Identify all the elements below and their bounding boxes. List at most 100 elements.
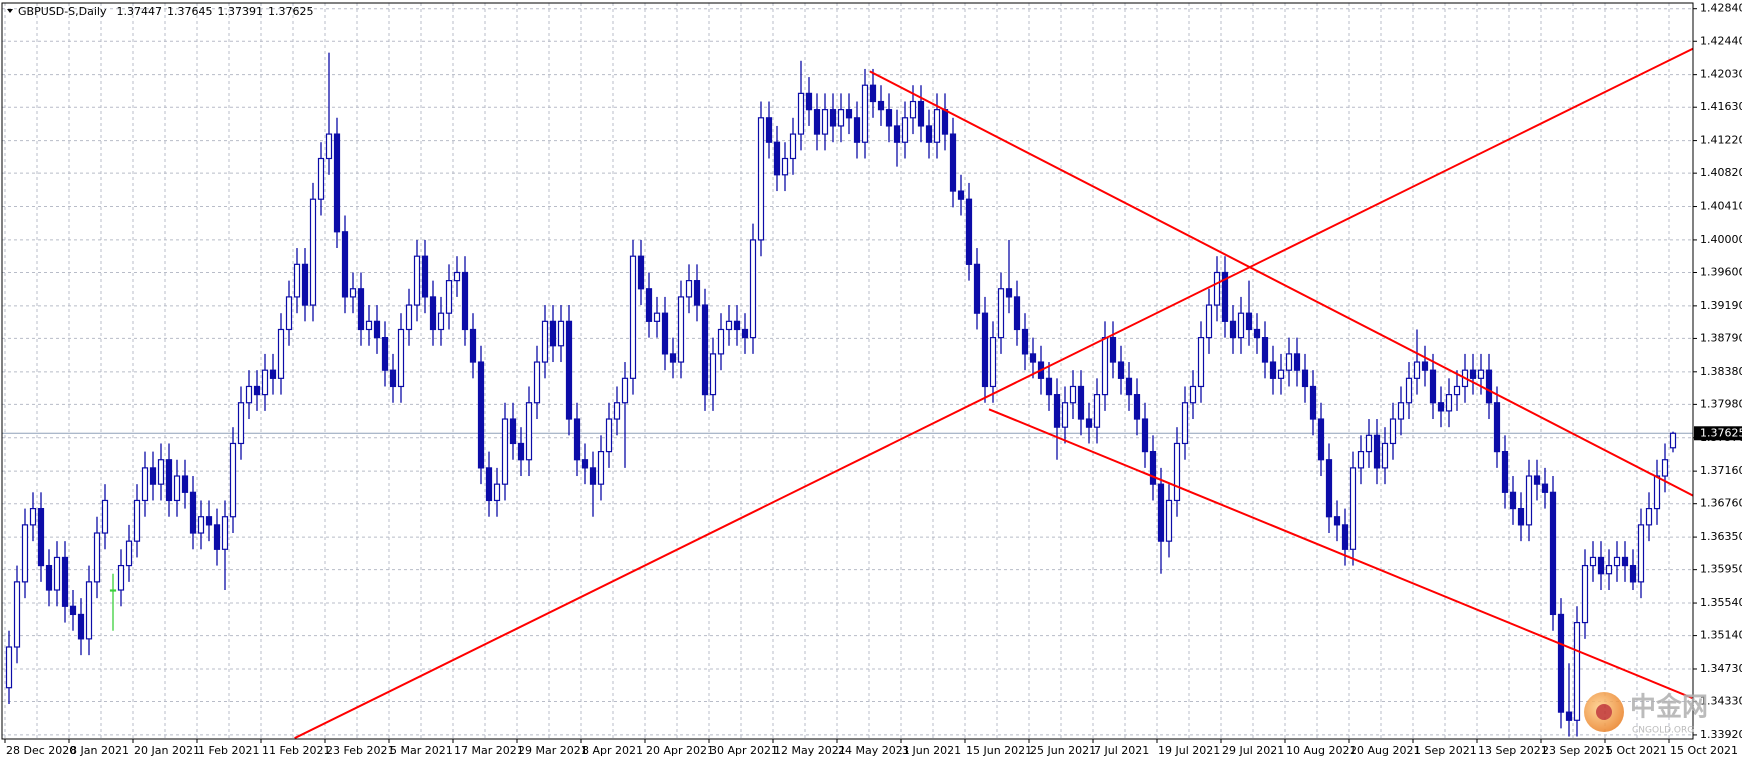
y-tick-label: 1.35140 bbox=[1700, 629, 1742, 642]
candle-body bbox=[1101, 337, 1109, 396]
x-tick-label: 17 Mar 2021 bbox=[454, 744, 524, 757]
candle-body bbox=[741, 328, 749, 339]
candle-body bbox=[1557, 613, 1565, 713]
candle-body bbox=[477, 361, 485, 469]
candle-body bbox=[925, 125, 933, 143]
candle-body bbox=[1549, 491, 1557, 616]
candle-body bbox=[693, 280, 701, 306]
price-label: 1.37625 bbox=[1700, 426, 1742, 439]
candle-body bbox=[765, 117, 773, 143]
trend-line bbox=[988, 408, 1693, 700]
candle-body bbox=[853, 117, 861, 143]
candle-body bbox=[893, 125, 901, 143]
x-tick-label: 25 Jun 2021 bbox=[1030, 744, 1096, 757]
y-tick-label: 1.42840 bbox=[1700, 2, 1742, 15]
candle-body bbox=[205, 516, 213, 526]
candle-body bbox=[285, 296, 293, 331]
x-tick-label: 8 Jan 2021 bbox=[70, 744, 129, 757]
candle-body bbox=[1501, 451, 1509, 493]
x-tick-label: 15 Jun 2021 bbox=[966, 744, 1032, 757]
candle-body bbox=[1261, 337, 1269, 363]
candle-body bbox=[133, 499, 141, 542]
candle-body bbox=[101, 499, 109, 534]
close: 1.37625 bbox=[268, 5, 314, 18]
candle-body bbox=[1301, 369, 1309, 388]
y-tick-label: 1.36350 bbox=[1700, 530, 1742, 543]
candle-body bbox=[1533, 475, 1541, 485]
candle-body bbox=[845, 109, 853, 119]
candle-body bbox=[701, 304, 709, 396]
candle-body bbox=[1245, 312, 1253, 331]
candle-body bbox=[1141, 418, 1149, 453]
x-tick-label: 11 Feb 2021 bbox=[262, 744, 330, 757]
candle-body bbox=[1453, 385, 1461, 396]
candle-body bbox=[973, 263, 981, 314]
candle-body bbox=[1269, 361, 1277, 379]
candle-body bbox=[413, 255, 421, 306]
x-tick-label: 1 Feb 2021 bbox=[198, 744, 259, 757]
candle-body bbox=[1117, 361, 1125, 379]
candle-body bbox=[181, 475, 189, 493]
y-tick-label: 1.40820 bbox=[1700, 166, 1742, 179]
candle-body bbox=[1509, 491, 1517, 510]
candle-body bbox=[1333, 516, 1341, 526]
candle-body bbox=[861, 84, 869, 143]
candle-body bbox=[597, 451, 605, 485]
x-tick-label: 5 Mar 2021 bbox=[390, 744, 453, 757]
candle-body bbox=[869, 84, 877, 103]
x-tick-label: 23 Feb 2021 bbox=[326, 744, 394, 757]
candle-body bbox=[997, 288, 1005, 339]
candle-body bbox=[1341, 524, 1349, 550]
candle-body bbox=[605, 418, 613, 453]
grid bbox=[2, 3, 1693, 739]
candle-body bbox=[421, 255, 429, 298]
candle-body bbox=[1469, 369, 1477, 379]
candle-body bbox=[525, 402, 533, 461]
x-tick-label: 7 Jul 2021 bbox=[1094, 744, 1149, 757]
candle-body bbox=[373, 320, 381, 339]
candle-body bbox=[61, 556, 69, 607]
candle-body bbox=[493, 483, 501, 502]
candle-body bbox=[1045, 377, 1053, 396]
candle-body bbox=[1517, 507, 1525, 526]
candle-body bbox=[109, 589, 117, 592]
candle-body bbox=[293, 263, 301, 298]
candle-body bbox=[1229, 320, 1237, 339]
axes: 1.42840 1.42440 1.42030 1.41630 1.41220 1.408… bbox=[4, 2, 1742, 757]
y-tick-label: 1.41220 bbox=[1700, 134, 1742, 147]
candle-body bbox=[1181, 402, 1189, 445]
candle-body bbox=[1621, 556, 1629, 567]
candle-body bbox=[957, 190, 965, 200]
x-tick-label: 20 Apr 2021 bbox=[646, 744, 714, 757]
candle-body bbox=[1381, 442, 1389, 469]
y-tick-label: 1.34730 bbox=[1700, 662, 1742, 675]
candle-body bbox=[917, 100, 925, 127]
candle-body bbox=[941, 109, 949, 135]
candle-body bbox=[53, 556, 61, 591]
candle-body bbox=[749, 239, 757, 339]
candle-body bbox=[1581, 564, 1589, 624]
candle-body bbox=[165, 459, 173, 502]
candle-body bbox=[621, 377, 629, 404]
candle-body bbox=[1253, 328, 1261, 339]
candle-body bbox=[29, 507, 37, 526]
candle-body bbox=[1069, 385, 1077, 404]
watermark-url: CNGOLD.ORG bbox=[1632, 726, 1694, 736]
symbol: GBPUSD-S,Daily bbox=[18, 5, 107, 18]
candle-body bbox=[1205, 304, 1213, 339]
candle-body bbox=[1541, 483, 1549, 493]
candle-body bbox=[381, 337, 389, 371]
candle-body bbox=[1085, 418, 1093, 428]
candle-body bbox=[685, 280, 693, 298]
x-tick-label: 10 Aug 2021 bbox=[1286, 744, 1356, 757]
candle-body bbox=[1189, 385, 1197, 404]
x-tick-label: 24 May 2021 bbox=[838, 744, 910, 757]
candle-body bbox=[1661, 459, 1669, 477]
candle-body bbox=[325, 133, 333, 160]
candle-body bbox=[1653, 475, 1661, 510]
trend-line bbox=[294, 47, 1693, 739]
candle-body bbox=[1405, 377, 1413, 404]
candle-body bbox=[1437, 402, 1445, 412]
candle-body bbox=[469, 328, 477, 363]
